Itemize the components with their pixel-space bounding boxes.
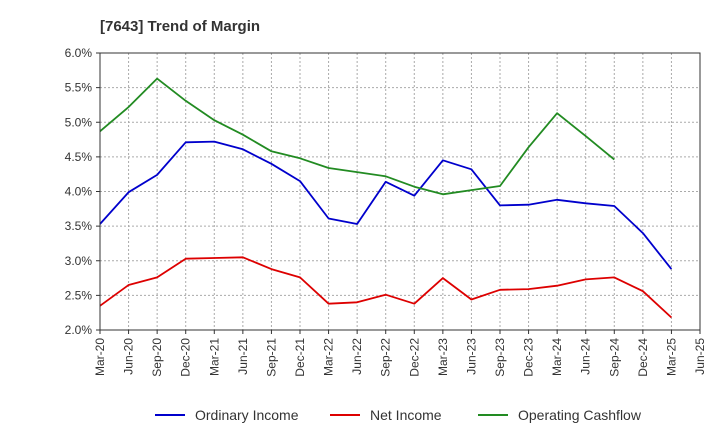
y-tick-label: 2.5% — [65, 288, 93, 302]
x-tick-label: Mar-24 — [550, 338, 564, 376]
x-tick-label: Jun-23 — [464, 338, 478, 375]
y-tick-label: 5.0% — [65, 115, 93, 129]
legend: Ordinary Income Net Income Operating Cashf… — [155, 407, 642, 423]
x-tick-label: Sep-20 — [150, 338, 164, 377]
y-tick-label: 3.5% — [65, 219, 93, 233]
x-tick-label: Mar-21 — [207, 338, 221, 376]
x-tick-label: Mar-23 — [436, 338, 450, 376]
y-tick-label: 3.0% — [65, 254, 93, 268]
y-tick-label: 4.5% — [65, 150, 93, 164]
x-tick-label: Dec-24 — [636, 338, 650, 377]
x-tick-label: Mar-20 — [93, 338, 107, 376]
series-lines — [99, 77, 673, 319]
x-tick-label: Mar-22 — [322, 338, 336, 376]
series-line-2 — [99, 256, 673, 319]
plot-frame — [99, 52, 701, 331]
x-tick-label: Sep-21 — [264, 338, 278, 377]
x-tick-label: Sep-22 — [379, 338, 393, 377]
series-line-1 — [99, 140, 673, 270]
legend-label: Net Income — [370, 407, 442, 423]
x-tick-label: Mar-25 — [664, 338, 678, 376]
y-tick-label: 2.0% — [65, 323, 93, 337]
x-tick-label: Dec-23 — [522, 338, 536, 377]
legend-label: Operating Cashflow — [518, 407, 642, 423]
y-tick-label: 4.0% — [65, 185, 93, 199]
y-axis-ticks: 2.0% 2.5% 3.0% 3.5% 4.0% 4.5% 5.0% 5.5% 6.0% — [65, 46, 100, 337]
x-tick-label: Jun-20 — [122, 338, 136, 375]
legend-label: Ordinary Income — [195, 407, 299, 423]
x-tick-label: Jun-21 — [236, 338, 250, 375]
x-axis-ticks: Mar-20 Jun-20 Sep-20 Dec-20 Mar-21 Jun-21 Sep-… — [93, 330, 707, 377]
x-tick-label: Jun-24 — [579, 338, 593, 375]
x-tick-label: Sep-23 — [493, 338, 507, 377]
x-tick-label: Dec-22 — [407, 338, 421, 377]
x-tick-label: Dec-20 — [179, 338, 193, 377]
x-tick-label: Jun-25 — [693, 338, 707, 375]
y-tick-label: 6.0% — [65, 46, 93, 60]
chart-title: [7643] Trend of Margin — [100, 18, 260, 35]
y-tick-label: 5.5% — [65, 81, 93, 95]
x-tick-label: Dec-21 — [293, 338, 307, 377]
x-tick-label: Sep-24 — [607, 338, 621, 377]
grid-lines — [100, 53, 700, 330]
x-tick-label: Jun-22 — [350, 338, 364, 375]
series-line-3 — [99, 77, 615, 196]
